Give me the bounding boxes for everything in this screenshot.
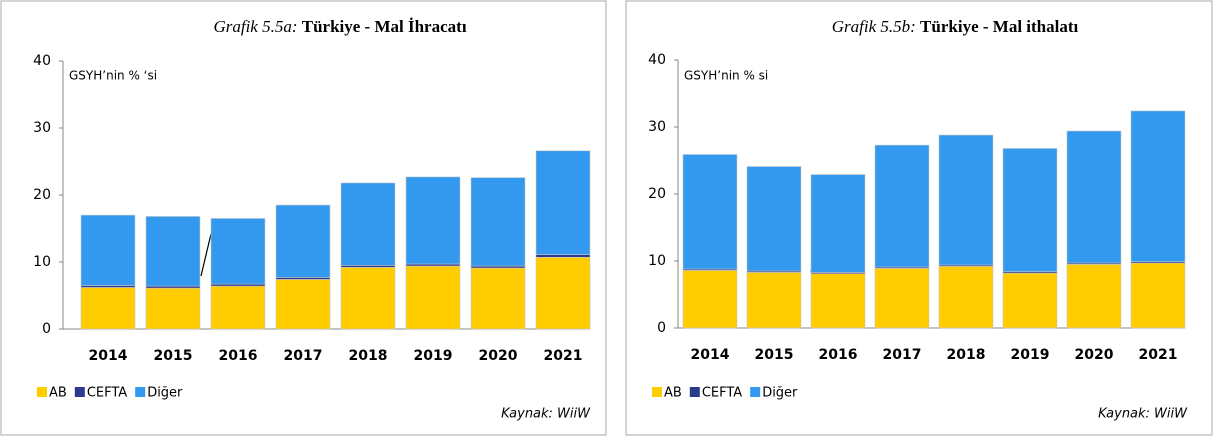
bar-segment — [80, 287, 136, 330]
bar-segment — [275, 279, 331, 330]
subtitle: GSYH’nin % si — [684, 69, 768, 83]
x-tick-label: 2015 — [755, 347, 794, 363]
x-tick-label: 2017 — [284, 348, 323, 364]
bar-segment — [746, 166, 802, 272]
y-tick-label: 40 — [648, 52, 666, 68]
y-tick-label: 40 — [33, 53, 51, 69]
title-text: Türkiye - Mal ithalatı — [920, 17, 1078, 36]
bar-segment — [340, 182, 396, 266]
y-tick-label: 20 — [648, 186, 666, 202]
bar-segment — [80, 214, 136, 286]
legend-swatch — [652, 387, 662, 397]
panel-border — [0, 0, 607, 436]
bar-segment — [470, 267, 526, 330]
bar-segment — [275, 204, 331, 278]
x-tick-label: 2021 — [544, 348, 583, 364]
bar-segment — [1066, 130, 1122, 264]
bar-segment — [405, 176, 461, 265]
bar-segment — [1130, 262, 1186, 329]
x-tick-label: 2019 — [414, 348, 453, 364]
legend-swatch — [135, 387, 146, 397]
legend-swatch — [37, 387, 47, 397]
panel-border — [625, 0, 1213, 436]
bar-segment — [145, 287, 201, 330]
chart-title: Grafik 5.5b: Türkiye - Mal ithalatı — [832, 17, 1079, 36]
y-tick-label: 0 — [42, 321, 51, 337]
legend-label: AB — [49, 386, 67, 401]
bar-segment — [938, 266, 994, 329]
bar-segment — [1130, 110, 1186, 262]
bar-segment — [1066, 264, 1122, 329]
y-tick-label: 10 — [648, 253, 666, 269]
x-tick-label: 2017 — [883, 347, 922, 363]
legend-swatch — [689, 387, 700, 397]
x-tick-label: 2014 — [89, 348, 128, 364]
bar-segment — [1002, 272, 1058, 329]
bar-segment — [535, 150, 591, 255]
bar-segment — [405, 265, 461, 330]
legend-swatch — [750, 387, 761, 397]
legend-label: CEFTA — [702, 386, 742, 401]
bar-segment — [746, 272, 802, 329]
x-tick-label: 2015 — [154, 348, 193, 364]
bar-segment — [470, 177, 526, 267]
legend-label: Diğer — [762, 386, 798, 401]
bar-segment — [535, 257, 591, 330]
bar-segment — [535, 254, 591, 258]
title-label: Grafik 5.5a: — [213, 17, 297, 36]
break-mark — [200, 233, 212, 277]
bar-segment — [810, 174, 866, 273]
y-tick-label: 20 — [33, 187, 51, 203]
legend-label: AB — [664, 386, 682, 401]
x-tick-label: 2020 — [479, 348, 518, 364]
x-tick-label: 2016 — [219, 348, 258, 364]
bar-segment — [470, 265, 526, 269]
subtitle: GSYH’nin % ‘si — [69, 69, 157, 83]
bar-segment — [340, 265, 396, 268]
x-tick-label: 2019 — [1011, 347, 1050, 363]
x-tick-label: 2018 — [947, 347, 986, 363]
bar-segment — [210, 285, 266, 330]
legend-label: Diğer — [147, 386, 183, 401]
source: Kaynak: WiiW — [1098, 407, 1188, 422]
bar-segment — [938, 134, 994, 266]
x-tick-label: 2020 — [1075, 347, 1114, 363]
bar-segment — [874, 144, 930, 268]
x-tick-label: 2021 — [1139, 347, 1178, 363]
title-text: Türkiye - Mal İhracatı — [302, 17, 467, 36]
x-tick-label: 2014 — [691, 347, 730, 363]
bar-segment — [145, 216, 201, 287]
bar-segment — [874, 268, 930, 329]
bar-segment — [810, 273, 866, 329]
y-tick-label: 0 — [657, 320, 666, 336]
bar-segment — [682, 154, 738, 270]
y-tick-label: 30 — [648, 119, 666, 135]
title-label: Grafik 5.5b: — [832, 17, 916, 36]
bar-segment — [80, 285, 136, 288]
x-tick-label: 2016 — [819, 347, 858, 363]
x-tick-label: 2018 — [349, 348, 388, 364]
bar-segment — [145, 285, 201, 289]
bar-segment — [210, 283, 266, 287]
y-tick-label: 30 — [33, 120, 51, 136]
bar-segment — [210, 218, 266, 285]
bar-segment — [682, 270, 738, 329]
y-tick-label: 10 — [33, 254, 51, 270]
bar-segment — [275, 277, 331, 280]
legend-label: CEFTA — [87, 386, 127, 401]
bar-segment — [1002, 148, 1058, 273]
bar-segment — [340, 267, 396, 330]
bar-segment — [405, 263, 461, 267]
chart-title: Grafik 5.5a: Türkiye - Mal İhracatı — [213, 17, 466, 36]
source: Kaynak: WiiW — [501, 407, 591, 422]
legend-swatch — [74, 387, 85, 397]
